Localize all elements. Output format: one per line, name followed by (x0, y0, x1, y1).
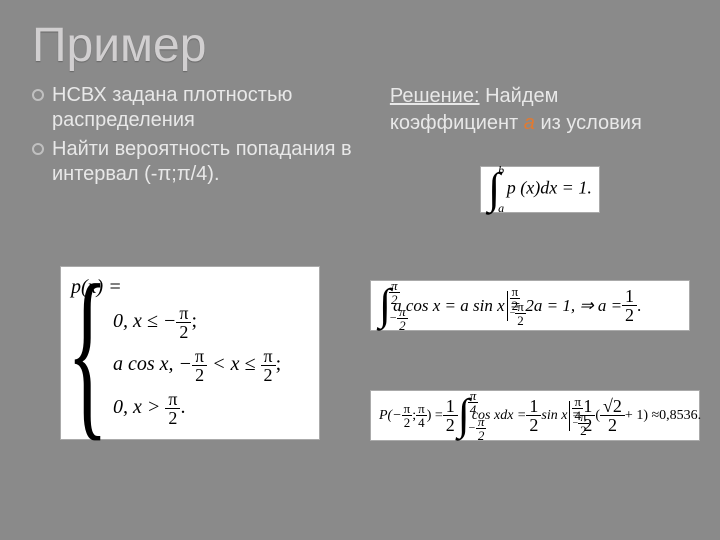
row-1: 0, x ≤ −π2; (113, 304, 309, 341)
d: 2 (476, 429, 487, 442)
Pa: P(− (379, 408, 402, 424)
bullet-1-text: НСВХ задана плотностью распределения (52, 83, 370, 133)
sqrt-frac: √22 (600, 397, 625, 434)
bullet-1: НСВХ задана плотностью распределения (32, 83, 370, 133)
r1a: 0, x ≤ − (113, 311, 176, 333)
bullet-icon (32, 143, 44, 155)
formula-solve-a: π2 ∫ −π2 a cos x = a sin x π2 −π2 = 2a =… (370, 280, 690, 331)
bb: π2 (515, 300, 526, 327)
val: 0,8536. (659, 408, 701, 424)
slide: Пример НСВХ задана плотностью распределе… (0, 0, 720, 540)
brace-icon: { (67, 273, 108, 433)
norm-body: p (x)dx = 1. (507, 178, 592, 198)
seg1: a cos x = a sin x (393, 296, 505, 316)
n: π (389, 279, 400, 293)
ll: π2 (476, 415, 487, 442)
frac-pi2-1: π2 (176, 304, 191, 341)
n: π (402, 402, 413, 416)
Pb: ) = (427, 408, 443, 424)
n: π (192, 347, 207, 366)
seg2: = 2a = 1, ⇒ a = (510, 296, 622, 316)
n: π (165, 390, 180, 409)
d: 2 (578, 424, 589, 437)
r1b: ; (191, 311, 197, 333)
plus: + 1) ≈ (625, 408, 659, 424)
n: 1 (622, 287, 637, 306)
d: 2 (600, 416, 625, 434)
frac-pi2-2: π2 (192, 347, 207, 384)
piecewise-rows: 0, x ≤ −π2; a cos x, −π2 < x ≤ π2; 0, x … (113, 304, 309, 427)
bullet-icon (32, 89, 44, 101)
d: 2 (443, 416, 458, 434)
formula-probability: P(− π2 ; π4 ) = 12 π4 ∫ −π2 cos xdx = 12… (370, 390, 700, 441)
eval-bar: π2 −π2 (507, 291, 508, 321)
bullet-2: Найти вероятность попадания в интервал (… (32, 137, 370, 187)
lim-up: π2 (389, 279, 400, 306)
solution-text: Решение: Найдем коэффициент a из условия (390, 83, 688, 137)
d: 2 (192, 366, 207, 384)
n: π (572, 395, 583, 409)
lim-upper: b (498, 163, 504, 178)
d: 2 (515, 314, 526, 327)
n: π (468, 389, 479, 403)
d: 2 (397, 319, 408, 332)
n: 1 (443, 397, 458, 416)
row-2: a cos x, −π2 < x ≤ π2; (113, 347, 309, 384)
slide-title: Пример (32, 18, 688, 73)
mid2: sin x (541, 408, 567, 424)
n: π (416, 402, 427, 416)
n: π (510, 285, 521, 299)
n: π (176, 304, 191, 323)
n: π (578, 410, 589, 424)
solution-a: a (524, 112, 535, 134)
d: 2 (526, 416, 541, 434)
bb: π2 (578, 410, 589, 437)
r2b: < x ≤ (207, 354, 260, 376)
neg: − (389, 310, 397, 324)
integral-icon: b ∫ a (488, 171, 500, 208)
tail: . (637, 296, 641, 316)
eval-bar-2: π4 −π2 (569, 401, 570, 431)
integral-icon: π4 ∫ −π2 (458, 397, 470, 434)
formula-density: p(x) = { 0, x ≤ −π2; a cos x, −π2 < x ≤ … (60, 266, 320, 440)
n: π (476, 415, 487, 429)
d: 2 (261, 366, 276, 384)
d: 2 (165, 409, 180, 427)
f2: π4 (416, 402, 427, 429)
lu: π4 (468, 389, 479, 416)
solution-tail: из условия (535, 112, 642, 134)
n: 1 (526, 397, 541, 416)
d: 2 (176, 323, 191, 341)
r2c: ; (276, 354, 282, 376)
d: 4 (416, 416, 427, 429)
formula-normalization: b ∫ a p (x)dx = 1. (480, 166, 600, 213)
r3a: 0, x > (113, 397, 165, 419)
n: √2 (600, 397, 625, 416)
d: 2 (622, 306, 637, 324)
integral-icon: π2 ∫ −π2 (379, 287, 391, 324)
r3b: . (180, 397, 185, 419)
solution-label: Решение: (390, 85, 480, 107)
d: 2 (402, 416, 413, 429)
n: π (261, 347, 276, 366)
r2a: a cos x, − (113, 354, 192, 376)
lim-lo: π2 (397, 305, 408, 332)
f1: π2 (402, 402, 413, 429)
bullet-2-text: Найти вероятность попадания в интервал (… (52, 137, 370, 187)
half2: 12 (526, 397, 541, 434)
left-column: НСВХ задана плотностью распределения Най… (32, 83, 370, 191)
half1: 12 (443, 397, 458, 434)
n: π (397, 305, 408, 319)
frac-pi2-3: π2 (261, 347, 276, 384)
n: π (515, 300, 526, 314)
neg: − (468, 420, 476, 434)
row-3: 0, x > π2. (113, 390, 309, 427)
frac-half: 12 (622, 287, 637, 324)
lim-lower: a (498, 201, 504, 216)
frac-pi2-4: π2 (165, 390, 180, 427)
